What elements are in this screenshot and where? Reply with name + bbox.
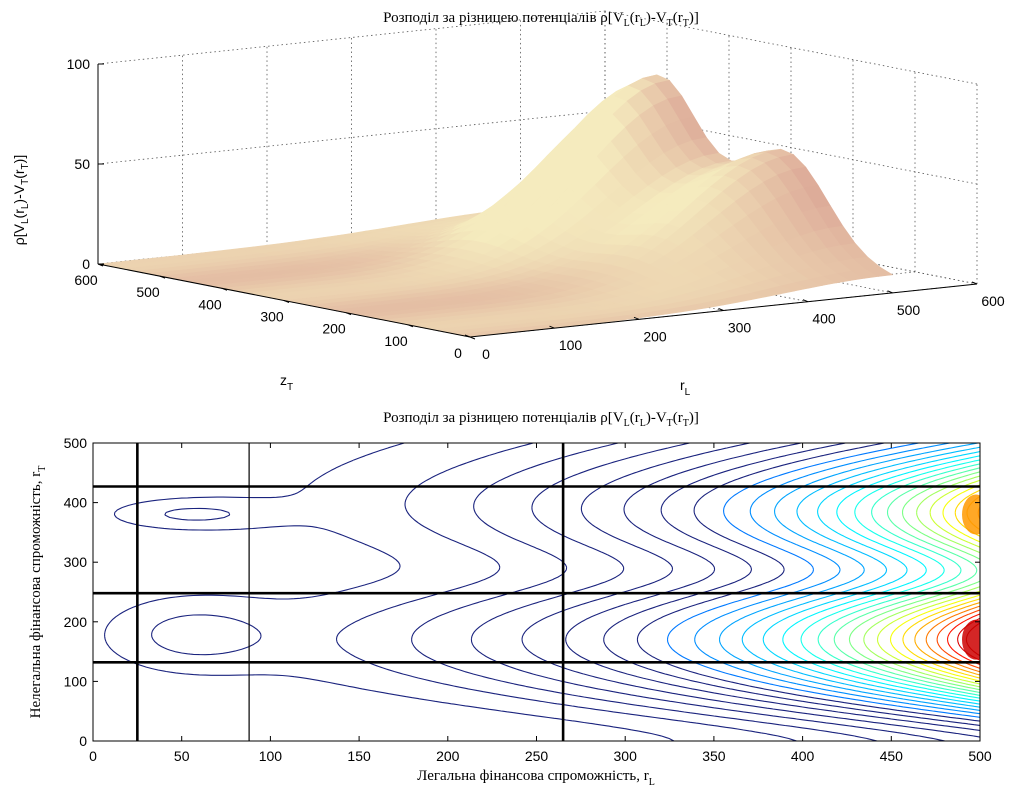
surface-y-tick: 400 xyxy=(812,311,836,327)
surface-x-tick: 200 xyxy=(322,321,346,337)
surface-z-tick: 50 xyxy=(74,156,90,172)
surface-y-tick: 300 xyxy=(728,320,752,336)
reference-lines xyxy=(93,443,980,741)
surface-z-tick: 100 xyxy=(67,56,91,72)
contour-level xyxy=(817,463,980,696)
contour-level xyxy=(104,443,675,741)
surface-z-tick: 0 xyxy=(82,256,90,272)
surface-y-tick: 200 xyxy=(643,328,667,344)
contour-y-tick: 0 xyxy=(79,733,87,749)
contour-y-tick: 500 xyxy=(64,435,88,451)
surface-x-tick: 600 xyxy=(74,272,98,288)
surface-x-tick: 500 xyxy=(136,284,160,300)
contour-chart: Розподіл за різницею потенціалів ρ[VL(rL… xyxy=(28,410,992,788)
contour-level xyxy=(603,443,980,726)
contour-level xyxy=(889,484,980,682)
contour-ticks: 0 50 100 150 200 250 300 350 400 450 500 0 100 200 300… xyxy=(64,435,992,764)
contour-title: Розподіл за різницею потенціалів ρ[VL(rL… xyxy=(383,410,699,429)
surface-x-tick: 400 xyxy=(198,296,222,312)
surface-x-label: zT xyxy=(280,372,293,393)
surface-y-label: rL xyxy=(680,377,691,398)
contour-y-tick: 100 xyxy=(64,673,88,689)
contour-level xyxy=(762,451,980,705)
contour-x-tick: 50 xyxy=(174,748,190,764)
surface-y-tick: 600 xyxy=(981,293,1005,309)
contour-x-tick: 450 xyxy=(880,748,904,764)
hot-spot xyxy=(962,619,980,660)
surface-x-tick: 100 xyxy=(384,333,408,349)
contour-level xyxy=(718,443,980,711)
contour-lines xyxy=(104,443,980,741)
contour-x-tick: 150 xyxy=(347,748,371,764)
contour-level xyxy=(946,613,980,666)
contour-level xyxy=(848,471,980,691)
contour-level xyxy=(521,443,980,738)
contour-level xyxy=(411,443,878,741)
surface-x-tick: 300 xyxy=(260,309,284,325)
contour-y-tick: 300 xyxy=(64,554,88,570)
hot-spot xyxy=(962,494,980,535)
surface-y-tick: 500 xyxy=(897,302,921,318)
surface-axes: 0501000100200300400500600010020030040050… xyxy=(67,56,1005,362)
contour-x-tick: 200 xyxy=(436,748,460,764)
contour-y-label: Нелегальна фінансова спроможність, rT xyxy=(28,466,48,719)
surface-x-tick: 0 xyxy=(454,345,462,361)
contour-level xyxy=(666,443,980,718)
contour-y-tick: 400 xyxy=(64,495,88,511)
contour-level xyxy=(470,443,946,741)
surface-title: Розподіл за різницею потенціалів ρ[VL(rL… xyxy=(383,10,699,29)
contour-level xyxy=(151,443,797,741)
contour-x-tick: 100 xyxy=(259,748,283,764)
contour-level xyxy=(800,459,980,699)
surface-mesh xyxy=(97,74,894,338)
contour-level xyxy=(902,489,980,679)
contour-x-tick: 350 xyxy=(702,748,726,764)
contour-level xyxy=(741,446,980,708)
surface-z-label: ρ[VL(rL)-VT(rT)] xyxy=(11,155,31,245)
contour-x-label: Легальна фінансова спроможність, rL xyxy=(417,768,655,788)
contour-level xyxy=(833,467,980,694)
surface-y-tick: 0 xyxy=(482,346,490,362)
contour-x-tick: 400 xyxy=(791,748,815,764)
contour-x-tick: 250 xyxy=(525,748,549,764)
contour-level xyxy=(636,443,980,722)
contour-x-tick: 300 xyxy=(614,748,638,764)
contour-y-tick: 200 xyxy=(64,614,88,630)
surface-chart: Розподіл за різницею потенціалів ρ[VL(rL… xyxy=(11,10,1005,398)
contour-x-tick: 0 xyxy=(89,748,97,764)
surface-y-tick: 100 xyxy=(559,337,583,353)
contour-x-tick: 500 xyxy=(968,748,992,764)
